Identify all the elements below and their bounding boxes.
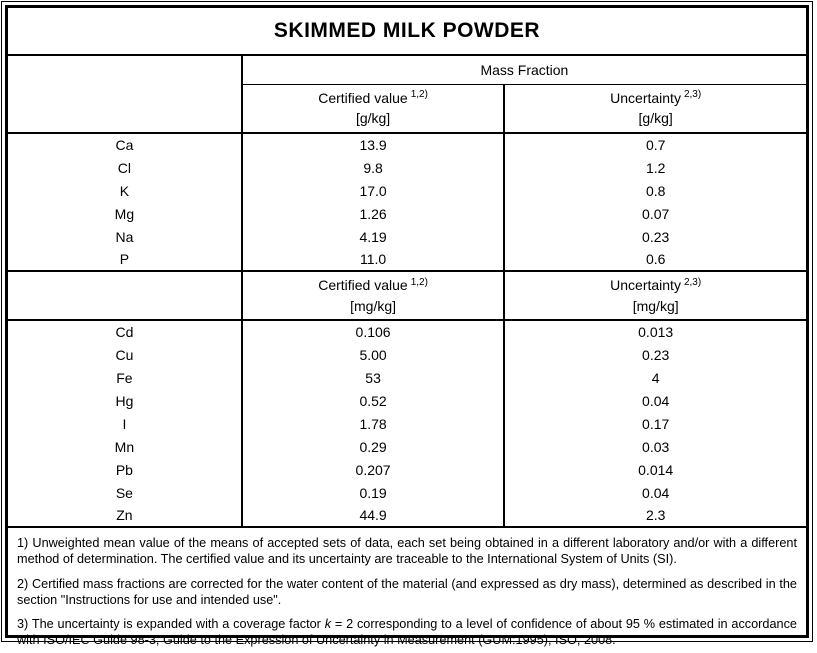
- element-cell: Cd: [115, 324, 134, 340]
- uncertainty-cell: 0.03: [503, 435, 806, 458]
- element-cell: Cl: [117, 159, 132, 176]
- table-row: Se 0.19 0.04: [8, 481, 806, 504]
- uncertainty-footnote-marker: 2,3): [683, 276, 702, 288]
- certified-cell: 13.9: [240, 133, 505, 156]
- uncertainty-cell: 0.07: [503, 202, 806, 225]
- footnote-1: 1) Unweighted mean value of the means of…: [17, 536, 797, 567]
- certified-cell: 44.9: [240, 504, 505, 527]
- uncertainty-cell: 0.04: [503, 389, 806, 412]
- table-row: P 11.0 0.6: [8, 248, 806, 271]
- certified-cell: 9.8: [240, 156, 505, 179]
- certified-cell: 1.78: [240, 412, 505, 435]
- element-cell: Zn: [116, 507, 133, 523]
- certified-cell: 4.19: [240, 225, 505, 248]
- uncertainty-cell: 1.2: [503, 156, 806, 179]
- certified-cell: 17.0: [240, 179, 505, 202]
- table-row: Pb 0.207 0.014: [8, 458, 806, 481]
- uncertainty-footnote-marker: 2,3): [683, 89, 702, 101]
- certified-cell: 0.106: [240, 320, 505, 343]
- table-row: Zn 44.9 2.3: [8, 504, 806, 527]
- element-cell: Fe: [116, 369, 133, 386]
- coverage-factor-k-symbol: k: [324, 617, 332, 631]
- certified-cell: 0.19: [240, 481, 505, 504]
- table-row: I 1.78 0.17: [8, 412, 806, 435]
- column-header-row-gkg: Certified value 1,2) [g/kg] Uncertainty 2,…: [8, 84, 806, 134]
- uncertainty-cell: 0.6: [503, 248, 806, 271]
- certified-cell: 1.26: [240, 202, 505, 225]
- table-row: Ca 13.9 0.7: [8, 133, 806, 156]
- certified-values-table: SKIMMED MILK POWDER Mass Fraction Certif…: [8, 8, 806, 653]
- element-cell: I: [122, 415, 127, 432]
- title-row: SKIMMED MILK POWDER: [8, 8, 806, 56]
- uncertainty-label: Uncertainty: [610, 89, 681, 106]
- element-column-stub-2: [8, 270, 242, 321]
- certified-value-footnote-marker: 1,2): [410, 89, 428, 101]
- certified-value-footnote-marker: 1,2): [410, 276, 428, 288]
- uncertainty-cell: 0.04: [503, 481, 806, 504]
- certified-cell: 0.29: [240, 435, 505, 458]
- certified-value-unit-gkg: [g/kg]: [355, 110, 391, 127]
- uncertainty-cell: 4: [503, 366, 806, 389]
- table-row: Cd 0.106 0.013: [8, 320, 806, 343]
- element-cell: Hg: [115, 392, 134, 409]
- element-cell: Mn: [114, 438, 135, 455]
- uncertainty-cell: 0.014: [503, 458, 806, 481]
- certified-value-header-mgkg: Certified value 1,2) [mg/kg]: [240, 270, 505, 321]
- certified-cell: 0.52: [240, 389, 505, 412]
- table-row: Mn 0.29 0.03: [8, 435, 806, 458]
- page-title: SKIMMED MILK POWDER: [8, 8, 806, 56]
- certified-value-label: Certified value: [318, 89, 408, 106]
- element-cell: Ca: [115, 137, 134, 153]
- uncertainty-cell: 2.3: [503, 504, 806, 527]
- uncertainty-unit-gkg: [g/kg]: [638, 110, 673, 127]
- uncertainty-header-mgkg: Uncertainty 2,3) [mg/kg]: [503, 270, 806, 321]
- table-row: Mg 1.26 0.07: [8, 202, 806, 225]
- document-inner-frame: SKIMMED MILK POWDER Mass Fraction Certif…: [5, 5, 809, 653]
- certified-cell: 53: [240, 366, 505, 389]
- uncertainty-cell: 0.23: [503, 225, 806, 248]
- certified-value-unit-mgkg: [mg/kg]: [350, 297, 397, 314]
- certified-cell: 5.00: [240, 343, 505, 366]
- footnote-3: 3) The uncertainty is expanded with a co…: [17, 616, 797, 649]
- certified-value-label: Certified value: [318, 277, 408, 294]
- table-row: Cl 9.8 1.2: [8, 156, 806, 179]
- column-header-row-mgkg: Certified value 1,2) [mg/kg] Uncertainty 2…: [8, 270, 806, 321]
- mass-fraction-header-row: Mass Fraction: [8, 55, 806, 134]
- table-row: Fe 53 4: [8, 366, 806, 389]
- certified-cell: 0.207: [240, 458, 505, 481]
- element-column-stub: [8, 55, 242, 134]
- table-row: Na 4.19 0.23: [8, 225, 806, 248]
- element-cell: Cu: [115, 346, 134, 363]
- footnotes-row: 1) Unweighted mean value of the means of…: [8, 526, 806, 653]
- footnote-2: 2) Certified mass fractions are correcte…: [17, 576, 797, 607]
- element-cell: Na: [115, 228, 134, 245]
- footnote-3-text-before: 3) The uncertainty is expanded with a co…: [17, 617, 325, 631]
- uncertainty-unit-mgkg: [mg/kg]: [632, 297, 679, 314]
- footnote-3-text-after: = 2 corresponding to a level of confiden…: [17, 617, 797, 648]
- uncertainty-cell: 0.7: [503, 133, 806, 156]
- table-row: Cu 5.00 0.23: [8, 343, 806, 366]
- table-row: K 17.0 0.8: [8, 179, 806, 202]
- mass-fraction-header: Mass Fraction: [240, 55, 806, 85]
- uncertainty-cell: 0.013: [503, 320, 806, 343]
- uncertainty-cell: 0.8: [503, 179, 806, 202]
- certified-value-header-gkg: Certified value 1,2) [g/kg]: [240, 84, 505, 134]
- element-cell: Mg: [114, 205, 135, 222]
- element-cell: Pb: [115, 461, 133, 478]
- table-row: Hg 0.52 0.04: [8, 389, 806, 412]
- uncertainty-cell: 0.23: [503, 343, 806, 366]
- element-cell: Se: [115, 484, 133, 501]
- element-cell: P: [119, 251, 130, 267]
- element-cell: K: [119, 182, 130, 199]
- footnotes-section: 1) Unweighted mean value of the means of…: [8, 526, 806, 653]
- uncertainty-cell: 0.17: [503, 412, 806, 435]
- certified-cell: 11.0: [240, 248, 505, 271]
- uncertainty-header-gkg: Uncertainty 2,3) [g/kg]: [503, 84, 806, 134]
- uncertainty-label: Uncertainty: [610, 277, 681, 294]
